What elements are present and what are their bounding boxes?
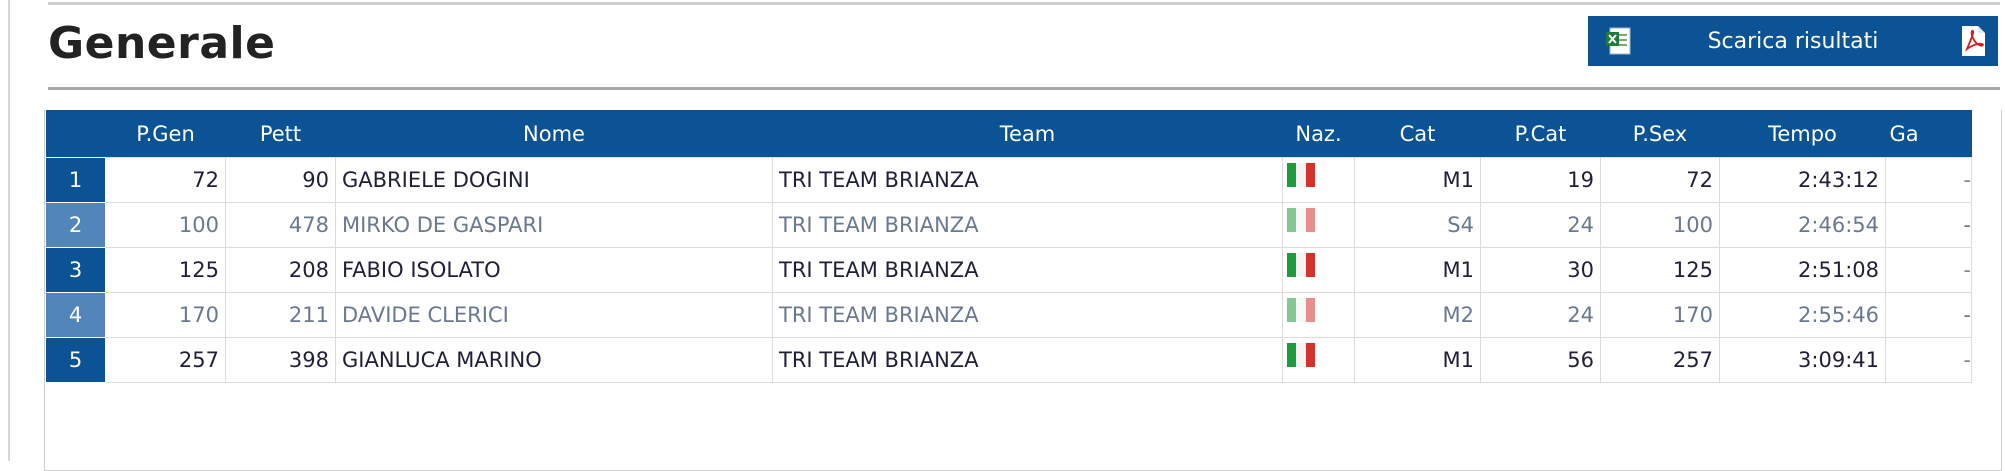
col-header-gap[interactable]: Ga: [1885, 110, 1972, 158]
italy-flag-icon: [1287, 253, 1315, 277]
pgen-cell: 170: [105, 292, 226, 338]
col-header-tempo[interactable]: Tempo: [1719, 110, 1886, 158]
nationality-cell: [1282, 202, 1355, 248]
italy-flag-icon: [1287, 298, 1315, 322]
team-cell: TRI TEAM BRIANZA: [772, 337, 1283, 383]
col-header-pcat[interactable]: P.Cat: [1480, 110, 1601, 158]
pcat-cell: 24: [1480, 202, 1601, 248]
pgen-cell: 125: [105, 247, 226, 293]
athlete-name-cell[interactable]: GABRIELE DOGINI: [335, 157, 773, 203]
nationality-cell: [1282, 157, 1355, 203]
col-header-cat[interactable]: Cat: [1354, 110, 1481, 158]
title-divider: [48, 87, 2000, 90]
italy-flag-icon: [1287, 163, 1315, 187]
table-row[interactable]: 2 100 478 MIRKO DE GASPARI TRI TEAM BRIA…: [45, 202, 1972, 248]
time-cell: 2:46:54: [1719, 202, 1886, 248]
psex-cell: 257: [1600, 337, 1720, 383]
col-header-rank: [45, 110, 106, 158]
psex-cell: 100: [1600, 202, 1720, 248]
left-border: [8, 0, 10, 461]
time-cell: 2:43:12: [1719, 157, 1886, 203]
team-cell: TRI TEAM BRIANZA: [772, 292, 1283, 338]
results-table: P.Gen Pett Nome Team Naz. Cat P.Cat P.Se…: [45, 110, 1972, 383]
table-row[interactable]: 3 125 208 FABIO ISOLATO TRI TEAM BRIANZA…: [45, 247, 1972, 293]
pdf-file-icon: [1962, 26, 1985, 56]
athlete-name-cell[interactable]: MIRKO DE GASPARI: [335, 202, 773, 248]
excel-file-icon: [1606, 27, 1631, 55]
rank-cell: 4: [45, 292, 106, 338]
team-cell: TRI TEAM BRIANZA: [772, 202, 1283, 248]
rank-cell: 2: [45, 202, 106, 248]
gap-cell: -: [1885, 247, 1972, 293]
download-label: Scarica risultati: [1707, 29, 1879, 54]
pett-cell: 211: [225, 292, 336, 338]
time-cell: 2:55:46: [1719, 292, 1886, 338]
rank-cell: 3: [45, 247, 106, 293]
results-panel: P.Gen Pett Nome Team Naz. Cat P.Cat P.Se…: [44, 110, 2002, 471]
category-cell: M1: [1354, 157, 1481, 203]
table-row[interactable]: 4 170 211 DAVIDE CLERICI TRI TEAM BRIANZ…: [45, 292, 1972, 338]
category-cell: S4: [1354, 202, 1481, 248]
pett-cell: 208: [225, 247, 336, 293]
col-header-nome[interactable]: Nome: [335, 110, 773, 158]
col-header-team[interactable]: Team: [772, 110, 1283, 158]
gap-cell: -: [1885, 337, 1972, 383]
pett-cell: 90: [225, 157, 336, 203]
time-cell: 3:09:41: [1719, 337, 1886, 383]
nationality-cell: [1282, 337, 1355, 383]
pcat-cell: 30: [1480, 247, 1601, 293]
gap-cell: -: [1885, 202, 1972, 248]
gap-cell: -: [1885, 292, 1972, 338]
col-header-naz[interactable]: Naz.: [1282, 110, 1355, 158]
pgen-cell: 257: [105, 337, 226, 383]
pett-cell: 478: [225, 202, 336, 248]
nationality-cell: [1282, 292, 1355, 338]
category-cell: M2: [1354, 292, 1481, 338]
psex-cell: 72: [1600, 157, 1720, 203]
page-title: Generale: [48, 18, 276, 69]
psex-cell: 125: [1600, 247, 1720, 293]
italy-flag-icon: [1287, 343, 1315, 367]
gap-cell: -: [1885, 157, 1972, 203]
pcat-cell: 56: [1480, 337, 1601, 383]
athlete-name-cell[interactable]: DAVIDE CLERICI: [335, 292, 773, 338]
pcat-cell: 24: [1480, 292, 1601, 338]
download-results-button[interactable]: Scarica risultati: [1588, 16, 1998, 66]
col-header-psex[interactable]: P.Sex: [1600, 110, 1720, 158]
pcat-cell: 19: [1480, 157, 1601, 203]
col-header-pgen[interactable]: P.Gen: [105, 110, 226, 158]
italy-flag-icon: [1287, 208, 1315, 232]
psex-cell: 170: [1600, 292, 1720, 338]
athlete-name-cell[interactable]: GIANLUCA MARINO: [335, 337, 773, 383]
pgen-cell: 72: [105, 157, 226, 203]
pett-cell: 398: [225, 337, 336, 383]
table-header-row: P.Gen Pett Nome Team Naz. Cat P.Cat P.Se…: [45, 110, 1972, 158]
rank-cell: 1: [45, 157, 106, 203]
category-cell: M1: [1354, 337, 1481, 383]
athlete-name-cell[interactable]: FABIO ISOLATO: [335, 247, 773, 293]
nationality-cell: [1282, 247, 1355, 293]
table-row[interactable]: 1 72 90 GABRIELE DOGINI TRI TEAM BRIANZA…: [45, 157, 1972, 203]
top-divider: [48, 2, 2000, 5]
rank-cell: 5: [45, 337, 106, 383]
pgen-cell: 100: [105, 202, 226, 248]
table-row[interactable]: 5 257 398 GIANLUCA MARINO TRI TEAM BRIAN…: [45, 337, 1972, 383]
col-header-pett[interactable]: Pett: [225, 110, 336, 158]
category-cell: M1: [1354, 247, 1481, 293]
team-cell: TRI TEAM BRIANZA: [772, 157, 1283, 203]
team-cell: TRI TEAM BRIANZA: [772, 247, 1283, 293]
time-cell: 2:51:08: [1719, 247, 1886, 293]
